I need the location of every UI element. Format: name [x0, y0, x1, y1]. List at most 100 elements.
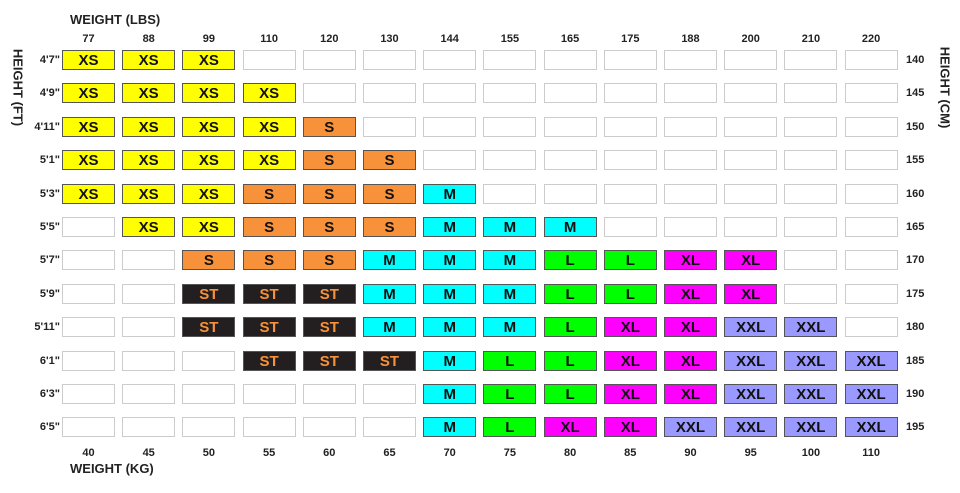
tick-kg: 95	[744, 447, 757, 459]
empty-cell	[483, 50, 537, 70]
empty-cell	[603, 116, 657, 137]
size-cell-l: L	[543, 350, 597, 371]
bottom-axis-label: WEIGHT (KG)	[70, 461, 154, 476]
size-cell-l: L	[603, 250, 657, 271]
tick-kg: 45	[142, 447, 155, 459]
empty-cell	[724, 150, 778, 171]
size-cell-xxl: XXL	[784, 317, 838, 338]
empty-cell	[122, 283, 176, 304]
tick-cm: 165	[906, 221, 925, 233]
empty-cell	[363, 384, 416, 404]
tick-lbs: 175	[621, 33, 640, 45]
empty-cell	[664, 50, 717, 70]
size-cell-xs: XS	[122, 83, 176, 104]
empty-cell	[62, 283, 115, 304]
empty-cell	[844, 317, 898, 338]
empty-cell	[844, 116, 898, 137]
empty-cell	[302, 384, 356, 404]
size-cell-xl: XL	[603, 317, 657, 338]
size-cell-m: M	[363, 317, 416, 338]
empty-cell	[844, 150, 898, 171]
empty-cell	[784, 217, 838, 237]
empty-cell	[784, 50, 838, 70]
tick-kg: 80	[563, 447, 577, 459]
size-cell-st: ST	[363, 350, 416, 371]
tick-lbs: 155	[500, 33, 520, 45]
size-cell-m: M	[483, 317, 537, 338]
empty-cell	[122, 250, 176, 271]
empty-cell	[62, 417, 115, 438]
size-cell-m: M	[423, 250, 477, 271]
size-cell-xxl: XXL	[784, 384, 838, 404]
tick-lbs: 88	[142, 33, 155, 45]
empty-cell	[363, 83, 416, 104]
tick-ft: 5'7"	[39, 254, 60, 267]
tick-kg: 40	[82, 447, 95, 459]
empty-cell	[122, 417, 176, 438]
tick-ft: 5'5"	[39, 221, 60, 233]
size-cell-xl: XL	[603, 384, 657, 404]
empty-cell	[483, 183, 537, 204]
empty-cell	[543, 83, 597, 104]
size-cell-xs: XS	[242, 116, 296, 137]
size-cell-st: ST	[302, 283, 356, 304]
tick-ft: 6'1"	[39, 354, 60, 367]
size-cell-xxl: XXL	[844, 384, 898, 404]
tick-ft: 5'9"	[39, 287, 60, 300]
empty-cell	[784, 116, 838, 137]
empty-cell	[844, 183, 898, 204]
tick-lbs: 200	[741, 33, 760, 45]
tick-cm: 140	[906, 54, 925, 66]
size-cell-xs: XS	[62, 50, 115, 70]
size-cell-xs: XS	[242, 83, 296, 104]
tick-kg: 65	[383, 447, 396, 459]
size-cell-xxl: XXL	[784, 350, 838, 371]
empty-cell	[423, 116, 477, 137]
size-cell-s: S	[302, 116, 356, 137]
tick-cm: 155	[906, 154, 925, 167]
empty-cell	[423, 150, 477, 171]
size-cell-s: S	[182, 250, 236, 271]
empty-cell	[784, 250, 838, 271]
size-cell-m: M	[483, 283, 537, 304]
tick-kg: 75	[503, 447, 517, 459]
size-cell-m: M	[423, 217, 477, 237]
empty-cell	[122, 317, 176, 338]
size-cell-m: M	[423, 183, 477, 204]
size-cell-xl: XL	[664, 384, 717, 404]
empty-cell	[844, 250, 898, 271]
tick-kg: 85	[624, 447, 637, 459]
empty-cell	[724, 217, 778, 237]
size-cell-l: L	[483, 384, 537, 404]
size-cell-m: M	[423, 384, 477, 404]
empty-cell	[302, 50, 356, 70]
size-cell-s: S	[302, 250, 356, 271]
tick-lbs: 165	[560, 33, 580, 45]
size-cell-xs: XS	[182, 217, 236, 237]
empty-cell	[242, 417, 296, 438]
empty-cell	[62, 384, 115, 404]
tick-cm: 190	[906, 388, 925, 400]
size-cell-s: S	[302, 183, 356, 204]
size-cell-xl: XL	[724, 250, 778, 271]
right-axis-label: HEIGHT (CM)	[937, 46, 953, 129]
empty-cell	[603, 83, 657, 104]
tick-kg: 100	[801, 447, 821, 459]
size-cell-xs: XS	[62, 83, 115, 104]
empty-cell	[182, 350, 236, 371]
tick-kg: 50	[202, 447, 216, 459]
size-cell-xs: XS	[62, 150, 115, 171]
size-cell-xs: XS	[182, 150, 236, 171]
size-cell-xl: XL	[543, 417, 597, 438]
size-cell-s: S	[242, 217, 296, 237]
size-cell-st: ST	[242, 350, 296, 371]
tick-lbs: 110	[260, 33, 278, 45]
empty-cell	[122, 350, 176, 371]
size-cell-st: ST	[242, 317, 296, 338]
empty-cell	[603, 217, 657, 237]
empty-cell	[423, 50, 477, 70]
size-cell-l: L	[543, 317, 597, 338]
size-cell-xxl: XXL	[844, 417, 898, 438]
size-cell-m: M	[363, 283, 416, 304]
empty-cell	[784, 283, 838, 304]
